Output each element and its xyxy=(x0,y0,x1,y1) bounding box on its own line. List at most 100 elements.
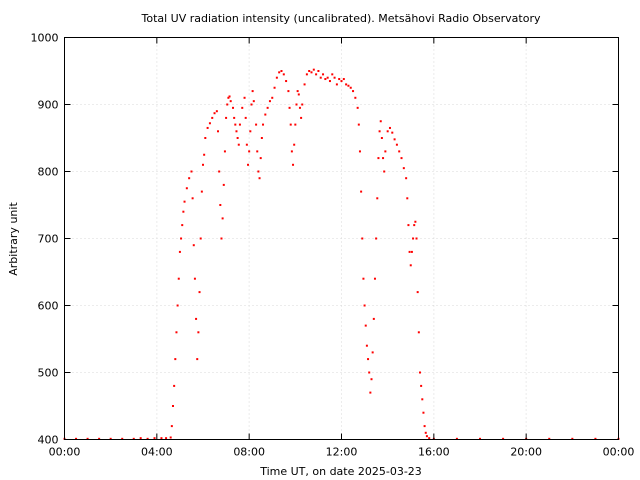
data-point xyxy=(196,358,199,361)
x-tick-label: 00:00 xyxy=(603,446,635,459)
data-point xyxy=(237,143,240,146)
x-axis-label: Time UT, on date 2025-03-23 xyxy=(259,465,422,478)
data-point xyxy=(146,437,149,440)
data-point xyxy=(275,76,278,79)
data-point xyxy=(408,250,411,253)
data-point xyxy=(109,437,112,440)
data-point xyxy=(315,73,318,76)
data-point xyxy=(594,437,597,440)
data-point xyxy=(98,437,101,440)
data-point xyxy=(280,70,283,72)
data-point xyxy=(249,130,252,133)
data-point xyxy=(333,76,336,79)
data-point xyxy=(423,425,426,428)
data-point xyxy=(365,344,368,347)
data-point xyxy=(342,78,345,81)
data-point xyxy=(340,80,343,83)
data-point xyxy=(215,110,218,113)
data-point xyxy=(415,237,418,240)
data-point xyxy=(245,143,248,146)
data-point xyxy=(352,90,355,93)
y-tick-label: 400 xyxy=(38,434,59,447)
data-point xyxy=(260,137,263,139)
data-point xyxy=(203,153,206,156)
grid-lines xyxy=(64,37,619,440)
data-point xyxy=(202,163,204,166)
data-point xyxy=(271,96,274,99)
data-point xyxy=(322,73,325,76)
data-point xyxy=(358,150,361,153)
data-point xyxy=(360,190,363,193)
data-point xyxy=(418,371,421,374)
data-point xyxy=(169,436,172,439)
data-point xyxy=(409,264,412,267)
data-point xyxy=(319,76,322,79)
data-point xyxy=(247,163,250,166)
data-point xyxy=(182,210,185,213)
data-point xyxy=(357,123,360,126)
data-point xyxy=(250,103,253,106)
data-point xyxy=(310,71,313,74)
data-point xyxy=(428,437,431,440)
y-tick-label: 700 xyxy=(38,233,59,246)
data-point xyxy=(191,197,194,200)
data-point xyxy=(422,411,425,414)
data-point xyxy=(372,317,375,320)
data-point xyxy=(244,116,247,119)
data-point xyxy=(222,183,225,186)
data-point xyxy=(236,137,239,139)
data-point xyxy=(416,291,419,294)
data-point xyxy=(175,331,178,334)
data-point xyxy=(282,73,285,76)
data-point xyxy=(121,437,124,440)
data-point xyxy=(383,170,386,173)
data-point xyxy=(324,78,327,81)
data-point xyxy=(252,100,255,103)
data-point xyxy=(400,157,403,160)
data-point xyxy=(382,157,385,160)
data-point xyxy=(204,137,207,139)
data-point xyxy=(305,73,308,76)
data-point xyxy=(380,137,383,139)
data-point xyxy=(388,126,391,129)
data-point xyxy=(308,70,311,72)
data-point xyxy=(208,122,211,125)
data-point xyxy=(174,358,177,361)
data-point xyxy=(402,167,405,170)
x-tick-label: 16:00 xyxy=(418,446,450,459)
data-point xyxy=(502,437,505,440)
data-point xyxy=(405,177,408,180)
data-point xyxy=(206,126,209,129)
data-point xyxy=(367,358,370,361)
data-point xyxy=(420,384,423,387)
data-point xyxy=(384,150,387,153)
data-point xyxy=(211,116,214,119)
data-point xyxy=(233,116,236,119)
data-point xyxy=(412,237,415,240)
data-point xyxy=(289,123,292,126)
data-point xyxy=(258,177,261,180)
y-tick-label: 600 xyxy=(38,300,59,313)
data-point xyxy=(259,157,262,160)
data-point xyxy=(292,163,295,166)
data-point xyxy=(300,116,303,119)
data-point xyxy=(395,143,398,146)
data-point xyxy=(363,304,366,307)
data-point xyxy=(234,123,237,126)
data-point xyxy=(303,83,306,86)
data-point xyxy=(571,437,574,440)
data-point xyxy=(347,84,350,87)
data-point xyxy=(424,431,427,434)
data-point xyxy=(362,277,365,280)
data-point xyxy=(338,78,341,81)
y-tick-label: 1000 xyxy=(31,32,59,45)
data-point xyxy=(228,95,231,98)
data-point xyxy=(227,96,230,99)
data-point xyxy=(393,138,396,141)
data-point xyxy=(294,123,297,126)
data-point xyxy=(165,437,168,440)
data-point xyxy=(200,190,203,193)
data-point xyxy=(368,371,371,374)
x-tick-label: 00:00 xyxy=(49,446,81,459)
